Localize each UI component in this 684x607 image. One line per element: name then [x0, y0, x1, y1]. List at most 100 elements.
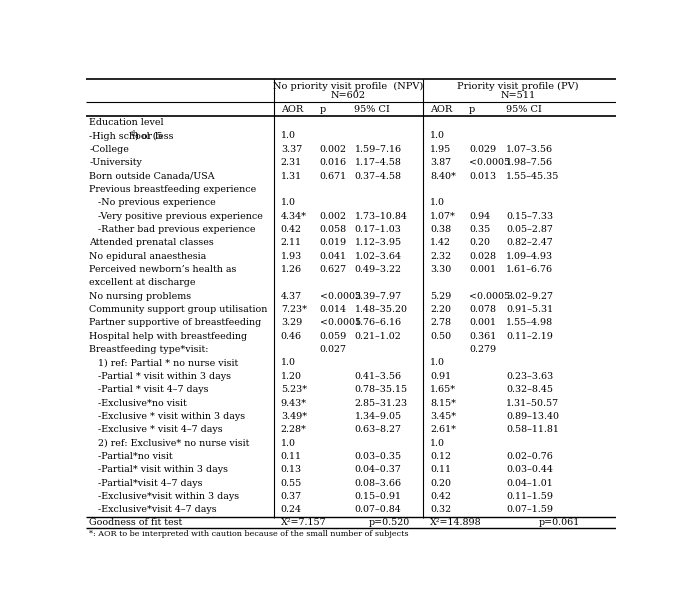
Text: <0.0005: <0.0005	[469, 158, 510, 167]
Text: 1.0: 1.0	[430, 359, 445, 367]
Text: 0.46: 0.46	[281, 332, 302, 341]
Text: 0.21–1.02: 0.21–1.02	[354, 332, 402, 341]
Text: 1.48–35.20: 1.48–35.20	[354, 305, 408, 314]
Text: 2.61*: 2.61*	[430, 426, 456, 434]
Text: 1.09–4.93: 1.09–4.93	[506, 252, 553, 260]
Text: 2.85–31.23: 2.85–31.23	[354, 399, 408, 407]
Text: N=602: N=602	[331, 90, 366, 100]
Text: 0.001: 0.001	[469, 319, 496, 327]
Text: 2.11: 2.11	[281, 239, 302, 247]
Text: 5.29: 5.29	[430, 292, 451, 300]
Text: 0.38: 0.38	[430, 225, 451, 234]
Text: p=0.520: p=0.520	[368, 518, 410, 527]
Text: 0.32: 0.32	[430, 506, 451, 514]
Text: 0.35: 0.35	[469, 225, 490, 234]
Text: 0.001: 0.001	[469, 265, 496, 274]
Text: 0.078: 0.078	[469, 305, 496, 314]
Text: -No previous experience: -No previous experience	[90, 198, 216, 207]
Text: 0.55: 0.55	[281, 479, 302, 487]
Text: 1.42: 1.42	[430, 239, 451, 247]
Text: 0.23–3.63: 0.23–3.63	[506, 372, 553, 381]
Text: 1.0: 1.0	[281, 359, 295, 367]
Text: 0.42: 0.42	[281, 225, 302, 234]
Text: th: th	[131, 130, 138, 138]
Text: -College: -College	[90, 145, 129, 154]
Text: 0.94: 0.94	[469, 212, 490, 220]
Text: p=0.061: p=0.061	[539, 518, 580, 527]
Text: 0.627: 0.627	[319, 265, 347, 274]
Text: Attended prenatal classes: Attended prenatal classes	[90, 239, 214, 247]
Text: X²=14.898: X²=14.898	[430, 518, 482, 527]
Text: Community support group utilisation: Community support group utilisation	[90, 305, 267, 314]
Text: 0.20: 0.20	[430, 479, 451, 487]
Text: 3.87: 3.87	[430, 158, 451, 167]
Text: 1.0: 1.0	[430, 132, 445, 140]
Text: 0.13: 0.13	[281, 466, 302, 474]
Text: 3.49*: 3.49*	[281, 412, 307, 421]
Text: X²=7.157: X²=7.157	[281, 518, 326, 527]
Text: 0.49–3.22: 0.49–3.22	[354, 265, 402, 274]
Text: 0.03–0.44: 0.03–0.44	[506, 466, 553, 474]
Text: 1.07–3.56: 1.07–3.56	[506, 145, 553, 154]
Text: Born outside Canada/USA: Born outside Canada/USA	[90, 172, 215, 180]
Text: 0.671: 0.671	[319, 172, 347, 180]
Text: 2.39–7.97: 2.39–7.97	[354, 292, 402, 300]
Text: ) or less: ) or less	[135, 132, 173, 140]
Text: 2) ref: Exclusive* no nurse visit: 2) ref: Exclusive* no nurse visit	[90, 439, 250, 447]
Text: 0.058: 0.058	[319, 225, 347, 234]
Text: 95% CI: 95% CI	[506, 104, 542, 114]
Text: 8.15*: 8.15*	[430, 399, 456, 407]
Text: 1.20: 1.20	[281, 372, 302, 381]
Text: 0.014: 0.014	[319, 305, 347, 314]
Text: 1) ref: Partial * no nurse visit: 1) ref: Partial * no nurse visit	[90, 359, 239, 367]
Text: 1.73–10.84: 1.73–10.84	[354, 212, 407, 220]
Text: -University: -University	[90, 158, 142, 167]
Text: 0.11: 0.11	[430, 466, 451, 474]
Text: -Exclusive * visit 4–7 days: -Exclusive * visit 4–7 days	[90, 426, 223, 434]
Text: p: p	[469, 104, 475, 114]
Text: 1.65*: 1.65*	[430, 385, 456, 394]
Text: 2.20: 2.20	[430, 305, 451, 314]
Text: 2.78: 2.78	[430, 319, 451, 327]
Text: 0.002: 0.002	[319, 212, 347, 220]
Text: 0.11: 0.11	[281, 452, 302, 461]
Text: 0.91: 0.91	[430, 372, 451, 381]
Text: 1.59–7.16: 1.59–7.16	[354, 145, 402, 154]
Text: Goodness of fit test: Goodness of fit test	[90, 518, 183, 527]
Text: 0.019: 0.019	[319, 239, 347, 247]
Text: 3.29: 3.29	[281, 319, 302, 327]
Text: AOR: AOR	[430, 104, 453, 114]
Text: 0.58–11.81: 0.58–11.81	[506, 426, 560, 434]
Text: *: AOR to be interpreted with caution because of the small number of subjects: *: AOR to be interpreted with caution be…	[90, 530, 409, 538]
Text: N=511: N=511	[500, 90, 536, 100]
Text: 0.63–8.27: 0.63–8.27	[354, 426, 402, 434]
Text: 1.0: 1.0	[281, 439, 295, 447]
Text: 1.17–4.58: 1.17–4.58	[354, 158, 402, 167]
Text: 0.11–2.19: 0.11–2.19	[506, 332, 553, 341]
Text: -Partial* visit within 3 days: -Partial* visit within 3 days	[90, 466, 228, 474]
Text: 0.20: 0.20	[469, 239, 490, 247]
Text: Previous breastfeeding experience: Previous breastfeeding experience	[90, 185, 256, 194]
Text: 2.32: 2.32	[430, 252, 451, 260]
Text: -Exclusive*visit 4–7 days: -Exclusive*visit 4–7 days	[90, 506, 217, 514]
Text: 5.23*: 5.23*	[281, 385, 307, 394]
Text: -Exclusive*no visit: -Exclusive*no visit	[90, 399, 187, 407]
Text: 0.04–0.37: 0.04–0.37	[354, 466, 402, 474]
Text: <0.0005: <0.0005	[319, 319, 360, 327]
Text: 3.30: 3.30	[430, 265, 451, 274]
Text: 0.029: 0.029	[469, 145, 497, 154]
Text: -Rather bad previous experience: -Rather bad previous experience	[90, 225, 256, 234]
Text: 9.43*: 9.43*	[281, 399, 307, 407]
Text: 0.89–13.40: 0.89–13.40	[506, 412, 560, 421]
Text: No epidural anaesthesia: No epidural anaesthesia	[90, 252, 207, 260]
Text: 1.61–6.76: 1.61–6.76	[506, 265, 553, 274]
Text: 0.24: 0.24	[281, 506, 302, 514]
Text: 1.02–3.64: 1.02–3.64	[354, 252, 402, 260]
Text: <0.0005: <0.0005	[469, 292, 510, 300]
Text: 1.98–7.56: 1.98–7.56	[506, 158, 553, 167]
Text: Education level: Education level	[90, 118, 164, 127]
Text: 0.91–5.31: 0.91–5.31	[506, 305, 553, 314]
Text: 0.027: 0.027	[319, 345, 347, 354]
Text: 0.15–0.91: 0.15–0.91	[354, 492, 402, 501]
Text: 0.013: 0.013	[469, 172, 497, 180]
